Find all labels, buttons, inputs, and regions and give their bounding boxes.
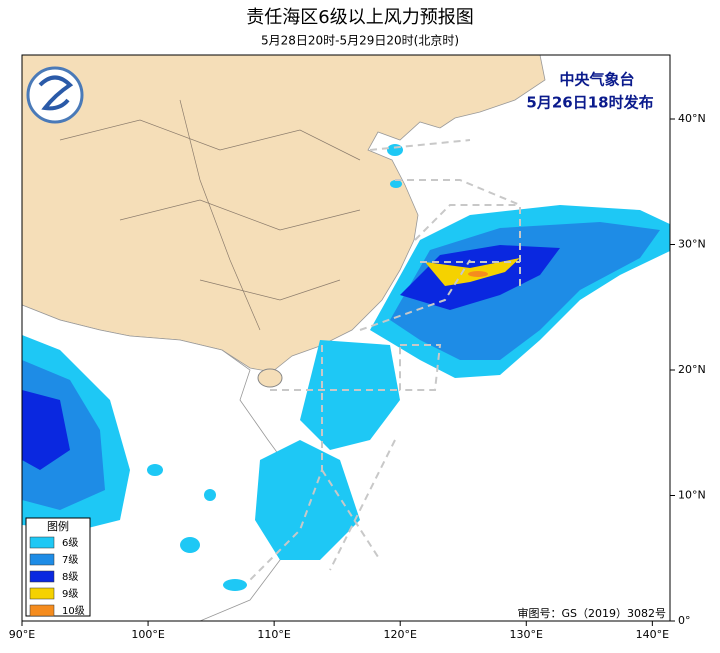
legend-swatch [29,604,55,617]
legend-swatch [29,587,55,600]
legend-title: 图例 [47,519,69,533]
subtitle: 5月28日20时-5月29日20时(北京时) [261,34,459,48]
legend-swatch [29,570,55,583]
legend-box [25,517,91,617]
y-tick-label: 0° [678,614,691,627]
x-tick-label: 100°E [131,628,164,641]
forecast-zones [249,139,521,581]
y-tick-label: 30°N [678,238,706,251]
legend-label: 6级 [62,537,78,549]
hainan [257,368,283,388]
map-area [22,55,670,621]
x-tick-label: 120°E [383,628,416,641]
title: 责任海区6级以上风力预报图 [246,7,473,28]
y-tick-label: 40°N [678,112,706,125]
y-tick-label: 20°N [678,363,706,376]
y-tick-label: 10°N [678,489,706,502]
x-tick-label: 130°E [510,628,543,641]
legend-label: 10级 [62,605,85,617]
issue-time: 5月26日18时发布 [526,94,653,112]
legend: 图例 6级 7级 8级 9级 10级 [25,517,91,617]
x-tick-label: 90°E [9,628,35,641]
legend-label: 7级 [62,554,78,566]
legend-label: 9级 [62,588,78,600]
logo [26,66,84,124]
x-tick-label: 140°E [636,628,669,641]
approval-number: 审图号：GS（2019）3082号 [518,606,667,620]
agency: 中央气象台 [559,71,634,89]
legend-label: 8级 [62,571,78,583]
legend-swatch [29,553,55,566]
map-frame [21,54,671,622]
legend-swatch [29,536,55,549]
x-tick-label: 110°E [257,628,290,641]
